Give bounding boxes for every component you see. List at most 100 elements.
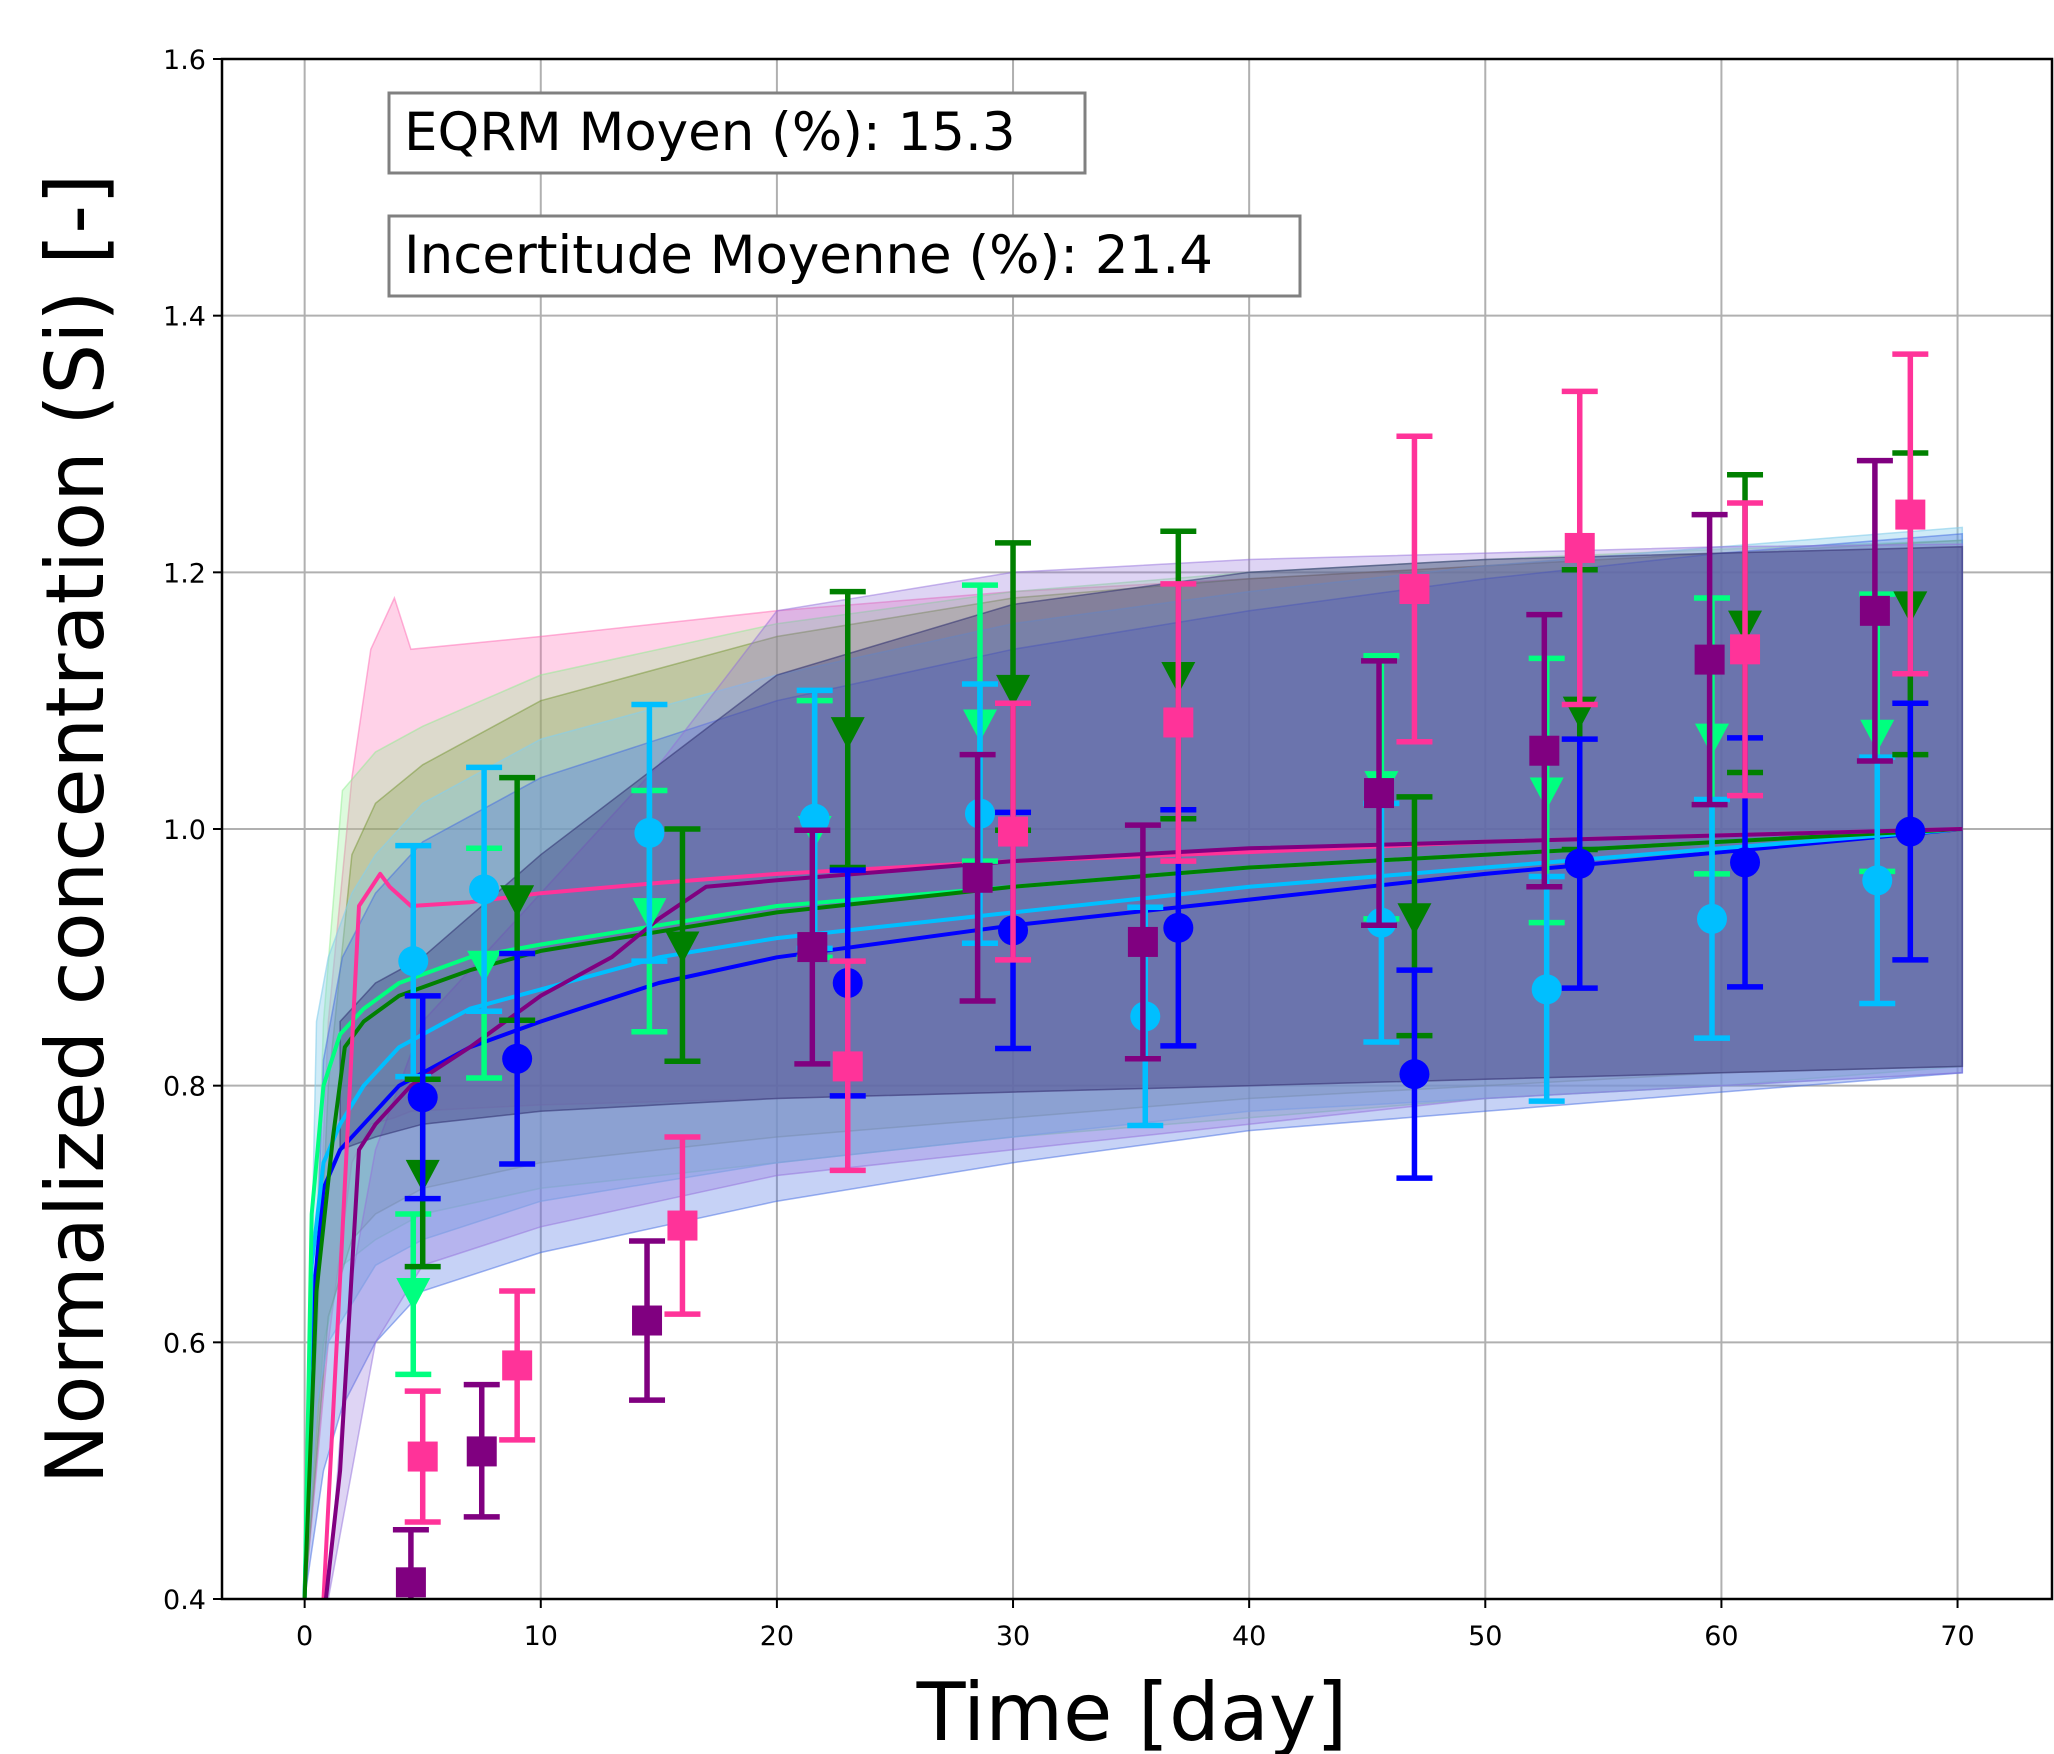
y-axis-label: Normalized concentration (Si) [-]	[29, 174, 122, 1485]
data-point	[499, 1288, 536, 1443]
data-point	[1561, 736, 1598, 991]
model-lines	[302, 827, 1963, 1599]
triangle-marker	[396, 1278, 431, 1310]
data-point	[1859, 754, 1896, 1007]
y-tick-label: 0.4	[163, 1585, 206, 1616]
x-tick-label: 30	[996, 1621, 1030, 1652]
square-marker	[1564, 532, 1595, 563]
data-point	[499, 950, 536, 1167]
triangle-marker	[665, 931, 700, 964]
circle-marker	[1399, 1059, 1430, 1090]
data-points	[392, 351, 1929, 1599]
data-point	[1892, 351, 1929, 677]
square-marker	[407, 1441, 438, 1472]
y-tick-label: 1.6	[163, 45, 206, 76]
model-line	[323, 827, 1963, 1599]
square-marker	[1364, 778, 1395, 809]
triangle-marker	[996, 674, 1031, 707]
data-point	[664, 1134, 701, 1317]
circle-marker	[1862, 865, 1893, 896]
data-point	[1856, 457, 1893, 764]
data-point	[1124, 822, 1161, 1062]
data-point	[1693, 796, 1730, 1041]
data-point	[1396, 433, 1433, 745]
data-point	[1892, 700, 1929, 963]
data-point	[1160, 581, 1197, 864]
data-point	[404, 1388, 441, 1525]
x-tick-label: 40	[1232, 1621, 1266, 1652]
rmse-annotation: EQRM Moyen (%): 15.3	[387, 91, 1087, 175]
uncertainty-annotation-text: Incertitude Moyenne (%): 21.4	[404, 225, 1213, 286]
square-marker	[1529, 735, 1560, 766]
model-line	[302, 827, 1963, 1599]
circle-marker	[1531, 974, 1562, 1005]
square-marker	[466, 1436, 497, 1467]
x-axis-ticks: 0 10 20 30 40 50 60 70	[296, 1599, 1975, 1652]
y-axis-ticks: 0.4 0.6 0.8 1.0 1.2 1.4 1.6	[163, 45, 222, 1616]
square-marker	[667, 1210, 698, 1241]
circle-marker	[407, 1082, 438, 1113]
data-point	[1561, 388, 1598, 708]
triangle-marker	[500, 885, 535, 918]
data-point	[995, 700, 1032, 963]
x-tick-label: 20	[760, 1621, 794, 1652]
square-marker	[832, 1051, 863, 1082]
y-tick-label: 0.8	[163, 1072, 206, 1103]
data-point	[404, 993, 441, 1202]
uncertainty-annotation-box	[387, 214, 1302, 298]
data-point	[1361, 658, 1398, 928]
circle-marker	[1696, 903, 1727, 934]
data-point	[664, 826, 701, 1065]
model-line	[302, 827, 1963, 1599]
square-marker	[1127, 926, 1158, 957]
rmse-annotation-text: EQRM Moyen (%): 15.3	[404, 102, 1016, 163]
circle-marker	[1163, 912, 1194, 943]
y-tick-label: 0.6	[163, 1328, 206, 1359]
square-marker	[962, 862, 993, 893]
data-point	[794, 827, 831, 1067]
data-point	[629, 1238, 666, 1403]
data-point	[392, 1526, 429, 1599]
x-tick-label: 50	[1468, 1621, 1502, 1652]
data-point	[829, 588, 866, 871]
x-tick-label: 60	[1704, 1621, 1738, 1652]
circle-marker	[469, 874, 500, 905]
square-marker	[395, 1567, 426, 1598]
data-point	[1396, 967, 1433, 1181]
square-marker	[1163, 707, 1194, 738]
x-axis-label: Time [day]	[916, 1666, 1348, 1754]
triangle-marker	[1397, 903, 1432, 936]
circle-marker	[1564, 848, 1595, 879]
data-point	[631, 701, 668, 964]
data-point	[463, 1381, 500, 1520]
data-point	[1691, 511, 1728, 808]
data-point	[466, 764, 503, 1014]
square-marker	[502, 1350, 533, 1381]
triangle-marker	[830, 717, 865, 750]
square-marker	[1859, 595, 1890, 626]
y-tick-label: 1.2	[163, 558, 206, 589]
square-marker	[998, 816, 1029, 847]
square-marker	[1399, 574, 1430, 605]
x-tick-label: 70	[1940, 1621, 1974, 1652]
circle-marker	[502, 1043, 533, 1074]
square-marker	[1895, 499, 1926, 530]
square-marker	[1730, 634, 1761, 665]
square-marker	[1694, 644, 1725, 675]
data-point	[1727, 500, 1764, 799]
rmse-annotation-box	[387, 91, 1087, 175]
data-point	[1526, 611, 1563, 890]
square-marker	[632, 1305, 663, 1336]
circle-marker	[634, 817, 665, 848]
circle-marker	[799, 803, 830, 834]
data-point	[959, 751, 996, 1004]
circle-marker	[1730, 847, 1761, 878]
y-tick-label: 1.4	[163, 302, 206, 333]
x-tick-label: 10	[524, 1621, 558, 1652]
square-marker	[797, 932, 828, 963]
y-tick-label: 1.0	[163, 815, 206, 846]
circle-marker	[398, 946, 429, 977]
data-point	[829, 958, 866, 1174]
circle-marker	[1895, 816, 1926, 847]
